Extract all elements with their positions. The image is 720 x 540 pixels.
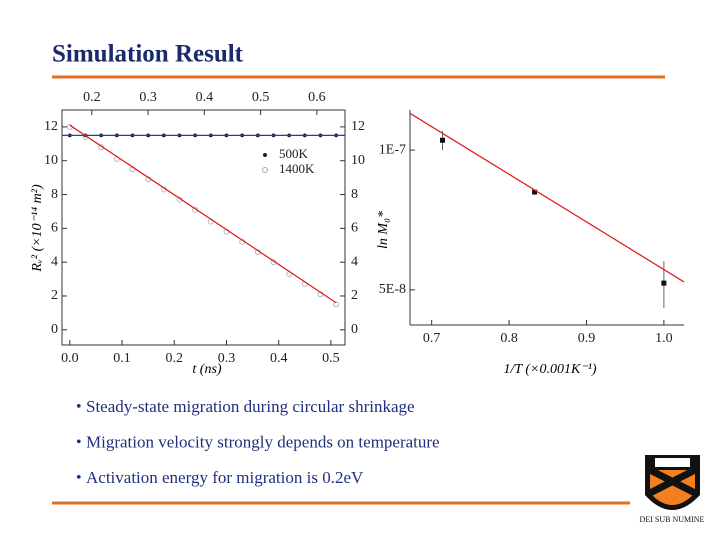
x-axis-label: 1/T (×0.001K⁻¹)	[503, 362, 596, 377]
x2-tick-label: 0.2	[83, 90, 101, 105]
svg-text:DEI SUB NUMINE: DEI SUB NUMINE	[640, 515, 705, 524]
x-tick-label: 0.2	[166, 351, 184, 366]
y-tick-label: 0	[51, 322, 58, 337]
y-axis-label: ln M₀*	[376, 211, 391, 249]
x-tick-label: 0.8	[500, 331, 518, 346]
plot-frame	[61, 109, 346, 346]
y-tick-label: 4	[51, 254, 58, 269]
fit-line	[409, 112, 685, 283]
y2-tick-label: 10	[351, 153, 365, 168]
y2-tick-label: 4	[351, 254, 358, 269]
y2-tick-label: 6	[351, 221, 358, 236]
y-tick-label: 2	[51, 288, 58, 303]
bullet-text: Steady-state migration during circular s…	[86, 397, 415, 416]
x2-tick-label: 0.3	[139, 90, 157, 105]
x2-tick-label: 0.6	[308, 90, 326, 105]
x-axis-label: t (ns)	[192, 362, 222, 377]
y-axis-label: Rᵥ² (×10⁻¹⁴ m²)	[30, 184, 45, 273]
y-tick-label: 12	[44, 119, 58, 134]
bullet-dot: •	[76, 470, 82, 487]
x2-tick-label: 0.4	[196, 90, 214, 105]
legend-marker	[263, 153, 267, 157]
x-tick-label: 0.7	[423, 331, 441, 346]
bullet-text: Migration velocity strongly depends on t…	[86, 432, 440, 451]
point	[661, 280, 667, 286]
y2-tick-label: 12	[351, 119, 365, 134]
y-tick-label: 5E-8	[379, 282, 406, 297]
x2-tick-label: 0.5	[252, 90, 270, 105]
y2-tick-label: 2	[351, 288, 358, 303]
bullet-dot: •	[76, 434, 82, 451]
x-tick-label: 1.0	[655, 331, 673, 346]
y2-tick-label: 0	[351, 322, 358, 337]
slide-title: Simulation Result	[52, 41, 244, 68]
legend-label: 1400K	[279, 161, 315, 176]
point	[333, 301, 340, 308]
y-tick-label: 10	[44, 153, 58, 168]
legend-marker	[262, 167, 268, 173]
x-tick-label: 0.9	[578, 331, 596, 346]
y-tick-label: 6	[51, 221, 58, 236]
fit-line	[69, 124, 337, 304]
x-tick-label: 0.5	[322, 351, 340, 366]
legend-label: 500K	[279, 146, 309, 161]
point	[532, 189, 538, 195]
y-tick-label: 8	[51, 187, 58, 202]
y2-tick-label: 8	[351, 187, 358, 202]
bullet-text: Activation energy for migration is 0.2eV	[86, 468, 364, 487]
x-tick-label: 0.4	[270, 351, 288, 366]
x-tick-label: 0.0	[61, 351, 79, 366]
y-tick-label: 1E-7	[379, 142, 406, 157]
x-tick-label: 0.1	[113, 351, 131, 366]
point	[440, 137, 446, 143]
x-tick-label: 0.3	[218, 351, 236, 366]
logo: DEI SUB NUMINE	[640, 455, 705, 524]
bullet-dot: •	[76, 399, 82, 416]
